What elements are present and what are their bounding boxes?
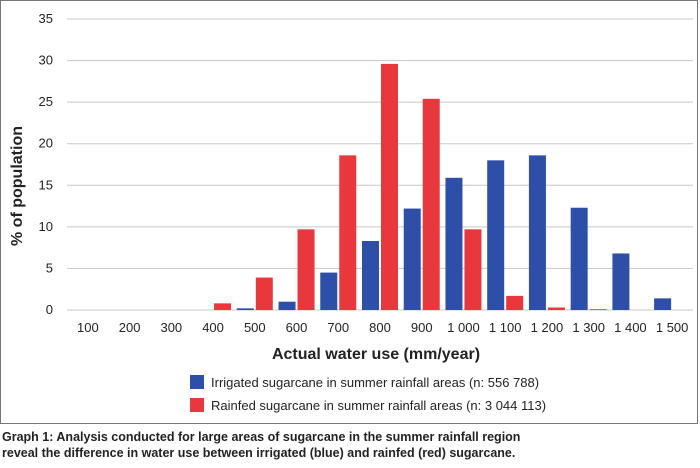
bar-irrigated xyxy=(278,301,296,310)
y-tick-label: 15 xyxy=(39,177,53,192)
x-tick-label: 1 400 xyxy=(614,320,647,335)
caption-line-1: Graph 1: Analysis conducted for large ar… xyxy=(2,430,521,444)
bar-rainfed xyxy=(297,229,315,310)
y-tick-label: 0 xyxy=(46,302,53,317)
y-axis-title: % of population xyxy=(9,126,26,246)
bar-irrigated xyxy=(528,155,546,310)
x-axis-title: Actual water use (mm/year) xyxy=(272,346,480,363)
y-tick-labels: 0 5 10 15 20 25 30 35 xyxy=(39,11,53,317)
y-tick-label: 25 xyxy=(39,94,53,109)
bar-rainfed xyxy=(381,63,398,311)
bar-irrigated xyxy=(654,298,672,310)
bar-irrigated xyxy=(403,208,421,310)
figure-caption: Graph 1: Analysis conducted for large ar… xyxy=(2,429,698,461)
bar-rainfed xyxy=(589,309,607,310)
bar-rainfed xyxy=(255,277,273,310)
bar-rainfed xyxy=(339,155,357,310)
x-tick-label: 1 100 xyxy=(489,320,522,335)
bar-irrigated xyxy=(320,272,338,310)
y-tick-label: 30 xyxy=(39,53,53,68)
bar-rainfed xyxy=(464,229,482,310)
bar-irrigated xyxy=(570,207,588,310)
bar-irrigated xyxy=(445,177,463,310)
y-tick-label: 10 xyxy=(39,219,53,234)
bar-rainfed xyxy=(422,98,440,311)
bar-chart: 0 5 10 15 20 25 30 35 100 200 300 400 500 600 700 800 9… xyxy=(9,11,693,413)
x-tick-label: 100 xyxy=(77,320,99,335)
x-tick-label: 1 500 xyxy=(656,320,689,335)
legend-swatch-rainfed xyxy=(190,398,204,412)
bar-rainfed xyxy=(506,295,524,310)
legend-swatch-irrigated xyxy=(190,375,204,389)
x-tick-label: 300 xyxy=(160,320,182,335)
x-tick-label: 500 xyxy=(244,320,266,335)
bar-rainfed xyxy=(547,307,565,310)
bar-irrigated xyxy=(236,308,254,310)
chart-frame: 0 5 10 15 20 25 30 35 100 200 300 400 500 600 700 800 9… xyxy=(0,0,698,424)
legend: Irrigated sugarcane in summer rainfall a… xyxy=(190,375,546,413)
x-tick-label: 700 xyxy=(327,320,349,335)
x-tick-label: 400 xyxy=(202,320,224,335)
x-tick-label: 600 xyxy=(286,320,308,335)
bar-rainfed xyxy=(214,303,232,310)
caption-line-2: reveal the difference in water use betwe… xyxy=(2,446,516,460)
y-tick-label: 35 xyxy=(39,11,53,26)
x-tick-label: 1 300 xyxy=(572,320,605,335)
bar-irrigated xyxy=(487,160,505,310)
bar-irrigated xyxy=(612,253,630,310)
x-tick-label: 900 xyxy=(411,320,433,335)
x-tick-label: 800 xyxy=(369,320,391,335)
y-tick-label: 5 xyxy=(46,260,53,275)
x-tick-label: 1 200 xyxy=(531,320,564,335)
bar-irrigated xyxy=(362,240,379,310)
gridlines xyxy=(67,18,693,311)
x-tick-label: 1 000 xyxy=(447,320,480,335)
y-tick-label: 20 xyxy=(39,136,53,151)
x-tick-labels: 100 200 300 400 500 600 700 800 900 1 000 1 100 1 2… xyxy=(77,320,688,335)
x-tick-label: 200 xyxy=(119,320,141,335)
legend-label-rainfed: Rainfed sugarcane in summer rainfall are… xyxy=(211,398,546,413)
bars xyxy=(214,63,672,311)
legend-label-irrigated: Irrigated sugarcane in summer rainfall a… xyxy=(211,375,539,390)
